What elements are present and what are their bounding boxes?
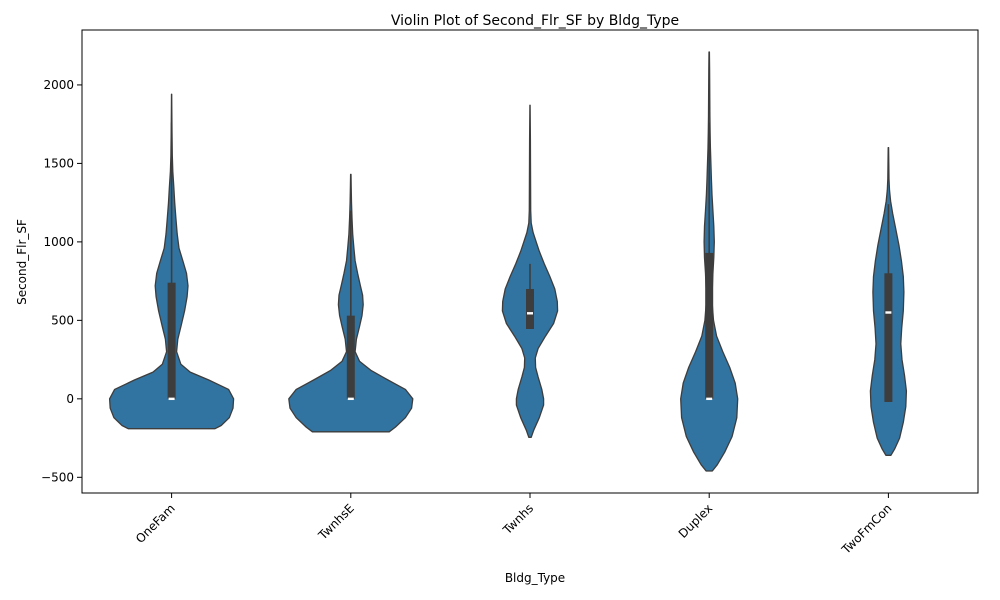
violin-twnhse	[288, 173, 414, 433]
y-tick-label: 1000	[43, 235, 74, 249]
violin-median	[347, 397, 354, 401]
violin-duplex	[680, 51, 739, 472]
violin-twofmcon	[869, 147, 908, 456]
y-axis-label: Second_Flr_SF	[15, 219, 29, 305]
violin-box	[346, 315, 355, 399]
y-axis-ticks: −500 0 500 1000 1500 2000	[41, 78, 82, 484]
violin-median	[168, 397, 175, 401]
y-tick-label: 500	[51, 313, 74, 327]
y-tick-label: 0	[66, 392, 74, 406]
violin-median	[527, 312, 533, 315]
violin-onefam	[108, 93, 235, 430]
y-tick-label: 2000	[43, 78, 74, 92]
plot-area-frame	[81, 29, 979, 494]
x-axis-label: Bldg_Type	[505, 571, 565, 585]
chart-title: Violin Plot of Second_Flr_SF by Bldg_Typ…	[391, 13, 679, 29]
y-tick-label: −500	[41, 470, 74, 484]
violin-median	[885, 311, 892, 314]
violin-layer	[108, 51, 908, 472]
violin-twnhs	[501, 104, 559, 438]
violin-box	[526, 288, 534, 329]
violin-box	[884, 273, 893, 402]
violin-box	[705, 252, 714, 399]
y-tick-label: 1500	[43, 156, 74, 170]
violin-median	[706, 397, 713, 401]
violin-box	[167, 282, 176, 399]
